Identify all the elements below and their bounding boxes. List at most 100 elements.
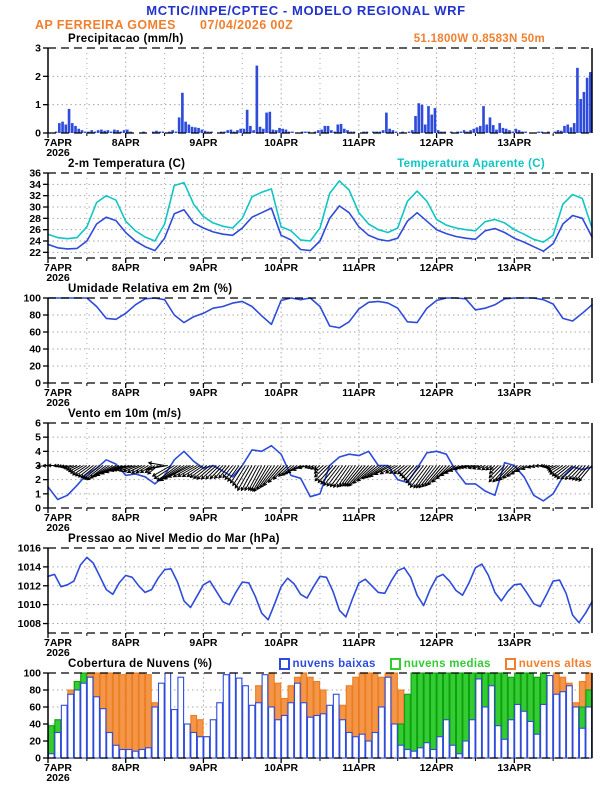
clouds-title-row: Cobertura de Nuvens (%) nuvens baixas nu…	[48, 657, 592, 671]
svg-text:1010: 1010	[18, 599, 42, 611]
svg-text:11APR: 11APR	[342, 762, 376, 774]
svg-text:9APR: 9APR	[189, 637, 217, 649]
svg-text:0: 0	[35, 753, 41, 765]
svg-text:20: 20	[29, 736, 41, 748]
svg-text:10APR: 10APR	[264, 637, 298, 649]
run-datetime: 07/04/2026 00Z	[200, 18, 294, 32]
svg-text:8APR: 8APR	[112, 762, 140, 774]
location-label: 51.1800W 0.8583N 50m	[413, 33, 545, 45]
svg-text:2026: 2026	[46, 272, 70, 283]
svg-text:8APR: 8APR	[112, 637, 140, 649]
svg-text:12APR: 12APR	[420, 137, 454, 149]
svg-text:40: 40	[29, 719, 41, 731]
svg-text:80: 80	[29, 310, 41, 322]
svg-text:12APR: 12APR	[420, 637, 454, 649]
svg-text:12APR: 12APR	[420, 512, 454, 524]
svg-text:10APR: 10APR	[264, 762, 298, 774]
svg-text:0: 0	[35, 128, 41, 140]
wind-chart: 0 1 2 3 4 5 6 7APR 8APR 9APR 10APR 11APR 12APR 13APR 2…	[35, 418, 593, 533]
svg-text:2026: 2026	[46, 522, 70, 533]
svg-text:2026: 2026	[46, 397, 70, 408]
legend-item-high-clouds: nuvens altas	[504, 657, 592, 671]
mid-clouds-label: nuvens medias	[403, 658, 491, 670]
high-clouds-swatch-icon	[504, 658, 516, 670]
svg-text:7APR: 7APR	[44, 137, 72, 149]
svg-text:2026: 2026	[46, 772, 70, 783]
precipitation-title-row: Precipitacao (mm/h) 51.1800W 0.8583N 50m	[48, 32, 592, 46]
svg-text:11APR: 11APR	[342, 637, 376, 649]
svg-text:26: 26	[29, 224, 41, 236]
svg-text:7APR: 7APR	[44, 637, 72, 649]
svg-text:9APR: 9APR	[189, 262, 217, 274]
apparent-temperature-label: Temperatura Aparente (C)	[397, 158, 545, 170]
svg-text:7APR: 7APR	[44, 262, 72, 274]
svg-text:1012: 1012	[18, 580, 42, 592]
svg-text:2: 2	[35, 474, 41, 486]
svg-text:2026: 2026	[46, 147, 70, 158]
humidity-chart: 0 20 40 60 80 100 7APR 8APR 9APR 10APR 11APR 12APR 1…	[23, 293, 593, 408]
svg-text:100: 100	[23, 668, 41, 680]
svg-text:7APR: 7APR	[44, 762, 72, 774]
svg-text:13APR: 13APR	[497, 512, 531, 524]
temperature-title: 2-m Temperatura (C)	[68, 158, 186, 170]
svg-text:2026: 2026	[46, 647, 70, 658]
precipitation-title: Precipitacao (mm/h)	[68, 33, 184, 45]
high-clouds-label: nuvens altas	[518, 658, 592, 670]
svg-text:36: 36	[29, 168, 41, 180]
svg-text:22: 22	[29, 247, 41, 259]
svg-text:10APR: 10APR	[264, 262, 298, 274]
svg-text:100: 100	[23, 293, 41, 305]
svg-text:5: 5	[35, 432, 41, 444]
low-clouds-swatch-icon	[278, 658, 290, 670]
svg-text:12APR: 12APR	[420, 762, 454, 774]
page-title: MCTIC/INPE/CPTEC - MODELO REGIONAL WRF	[146, 3, 466, 18]
svg-text:20: 20	[29, 361, 41, 373]
svg-text:11APR: 11APR	[342, 137, 376, 149]
pressure-title-row: Pressao ao Nivel Medio do Mar (hPa)	[48, 532, 592, 546]
svg-text:1014: 1014	[18, 561, 42, 573]
svg-text:2: 2	[35, 71, 41, 83]
svg-text:7APR: 7APR	[44, 512, 72, 524]
mid-clouds-swatch-icon	[389, 658, 401, 670]
svg-text:1008: 1008	[18, 618, 42, 630]
precipitation-chart: 0 1 2 3 7APR 8APR 9APR 10APR 11APR 12APR 13APR 2026	[35, 43, 593, 158]
svg-text:9APR: 9APR	[189, 137, 217, 149]
svg-text:1016: 1016	[18, 543, 42, 555]
svg-text:10APR: 10APR	[264, 137, 298, 149]
svg-text:13APR: 13APR	[497, 262, 531, 274]
legend-item-low-clouds: nuvens baixas	[278, 657, 376, 671]
svg-text:10APR: 10APR	[264, 512, 298, 524]
svg-text:10APR: 10APR	[264, 387, 298, 399]
svg-text:12APR: 12APR	[420, 262, 454, 274]
pressure-title: Pressao ao Nivel Medio do Mar (hPa)	[68, 533, 280, 545]
svg-text:80: 80	[29, 685, 41, 697]
svg-text:8APR: 8APR	[112, 512, 140, 524]
svg-text:9APR: 9APR	[189, 387, 217, 399]
svg-text:60: 60	[29, 327, 41, 339]
svg-text:9APR: 9APR	[189, 762, 217, 774]
svg-text:1: 1	[35, 99, 41, 111]
svg-text:6: 6	[35, 418, 41, 430]
svg-text:7APR: 7APR	[44, 387, 72, 399]
wind-title: Vento em 10m (m/s)	[68, 408, 182, 420]
clouds-chart: 0 20 40 60 80 100 7APR 8APR 9APR 10APR 11APR 12APR 1…	[23, 668, 593, 783]
svg-text:1: 1	[35, 488, 41, 500]
svg-text:9APR: 9APR	[189, 512, 217, 524]
svg-text:13APR: 13APR	[497, 387, 531, 399]
clouds-legend: nuvens baixas nuvens medias nuvens altas	[278, 657, 592, 671]
svg-text:60: 60	[29, 702, 41, 714]
svg-text:34: 34	[29, 179, 41, 191]
svg-text:11APR: 11APR	[342, 512, 376, 524]
humidity-title: Umidade Relativa em 2m (%)	[68, 283, 233, 295]
svg-text:13APR: 13APR	[497, 762, 531, 774]
svg-text:30: 30	[29, 202, 41, 214]
svg-text:40: 40	[29, 344, 41, 356]
svg-text:8APR: 8APR	[112, 387, 140, 399]
svg-text:3: 3	[35, 460, 41, 472]
temperature-title-row: 2-m Temperatura (C) Temperatura Aparente…	[48, 157, 592, 171]
svg-text:11APR: 11APR	[342, 262, 376, 274]
wind-title-row: Vento em 10m (m/s)	[48, 407, 592, 421]
station-name: AP FERREIRA GOMES	[35, 18, 176, 32]
